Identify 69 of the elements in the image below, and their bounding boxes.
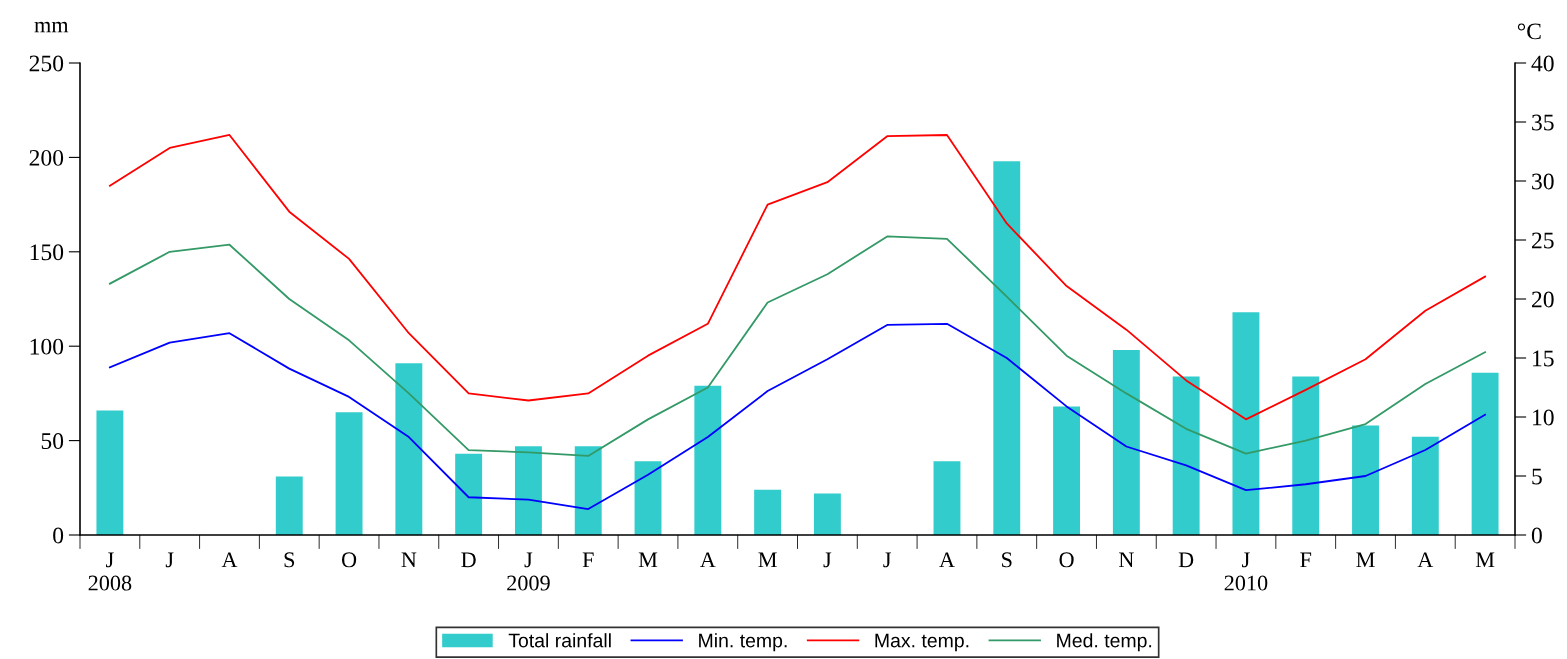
bar xyxy=(694,385,722,535)
bar xyxy=(455,453,483,535)
line-series xyxy=(108,322,1487,510)
legend-label: Total rainfall xyxy=(508,633,611,648)
x-tick-label: J xyxy=(823,552,832,568)
bar xyxy=(754,489,782,535)
bar xyxy=(1471,372,1499,535)
x-tick-label: M xyxy=(1356,552,1375,568)
x-tick-label: A xyxy=(939,552,955,568)
x-tick-label: D xyxy=(461,552,476,568)
y2-tick-label: 0 xyxy=(1531,527,1542,544)
bar xyxy=(1411,436,1439,535)
line-series xyxy=(108,134,1487,421)
y-axis-title: mm xyxy=(34,21,69,33)
bar xyxy=(813,493,841,535)
y2-tick-label: 10 xyxy=(1533,409,1554,426)
bar xyxy=(335,412,363,535)
bar xyxy=(395,363,423,535)
x-tick-label: D xyxy=(1178,552,1194,568)
x-tick-label: N xyxy=(401,552,417,568)
legend-label: Max. temp. xyxy=(875,633,969,652)
bar xyxy=(1112,349,1140,535)
x-tick-label: N xyxy=(1118,552,1134,568)
x-tick-label: S xyxy=(284,552,295,568)
x-tick-label: S xyxy=(1002,552,1012,568)
y2-tick-label: 40 xyxy=(1531,55,1554,72)
x-tick-label: J xyxy=(165,552,174,568)
y2-tick-label: 20 xyxy=(1532,291,1554,308)
y-tick-label: 50 xyxy=(41,433,64,450)
x-tick-label: O xyxy=(1059,552,1074,568)
y-tick-label: 250 xyxy=(29,55,64,72)
y-tick-label: 100 xyxy=(30,338,64,355)
bar xyxy=(1172,376,1200,535)
bar xyxy=(1352,425,1379,535)
bar xyxy=(1053,406,1081,535)
y-tick-label: 0 xyxy=(53,527,64,544)
y2-axis-title: °C xyxy=(1517,23,1541,40)
x-tick-label: J 2008 xyxy=(88,552,132,591)
bar xyxy=(993,161,1021,535)
y-tick-label: 150 xyxy=(30,244,64,261)
line-series xyxy=(108,235,1487,457)
bar xyxy=(514,446,542,535)
x-tick-label: F xyxy=(1300,552,1312,568)
x-tick-label: J 2010 xyxy=(1224,552,1268,591)
y2-tick-label: 5 xyxy=(1532,468,1542,485)
legend-label: Med. temp. xyxy=(1057,633,1152,652)
x-tick-label: A xyxy=(221,552,238,568)
legend-label: Min. temp. xyxy=(699,633,787,652)
bar xyxy=(1232,312,1260,535)
bar xyxy=(634,461,662,535)
y2-tick-label: 30 xyxy=(1532,173,1554,190)
x-tick-label: M xyxy=(1475,552,1495,568)
x-tick-label: J 2009 xyxy=(507,552,550,591)
x-tick-label: A xyxy=(700,552,716,568)
x-tick-label: J xyxy=(883,552,892,568)
bar xyxy=(933,461,961,535)
y2-tick-label: 25 xyxy=(1532,232,1554,249)
bar xyxy=(96,410,124,535)
x-tick-label: A xyxy=(1417,552,1434,568)
bar xyxy=(275,476,303,535)
bar xyxy=(574,446,602,535)
x-tick-label: O xyxy=(341,552,357,568)
bar xyxy=(1292,376,1320,535)
y-tick-label: 200 xyxy=(29,149,64,166)
x-tick-label: M xyxy=(758,552,777,568)
x-tick-label: M xyxy=(638,552,658,568)
x-tick-label: F xyxy=(582,552,594,568)
y2-tick-label: 15 xyxy=(1533,350,1554,367)
y2-tick-label: 35 xyxy=(1532,114,1554,131)
